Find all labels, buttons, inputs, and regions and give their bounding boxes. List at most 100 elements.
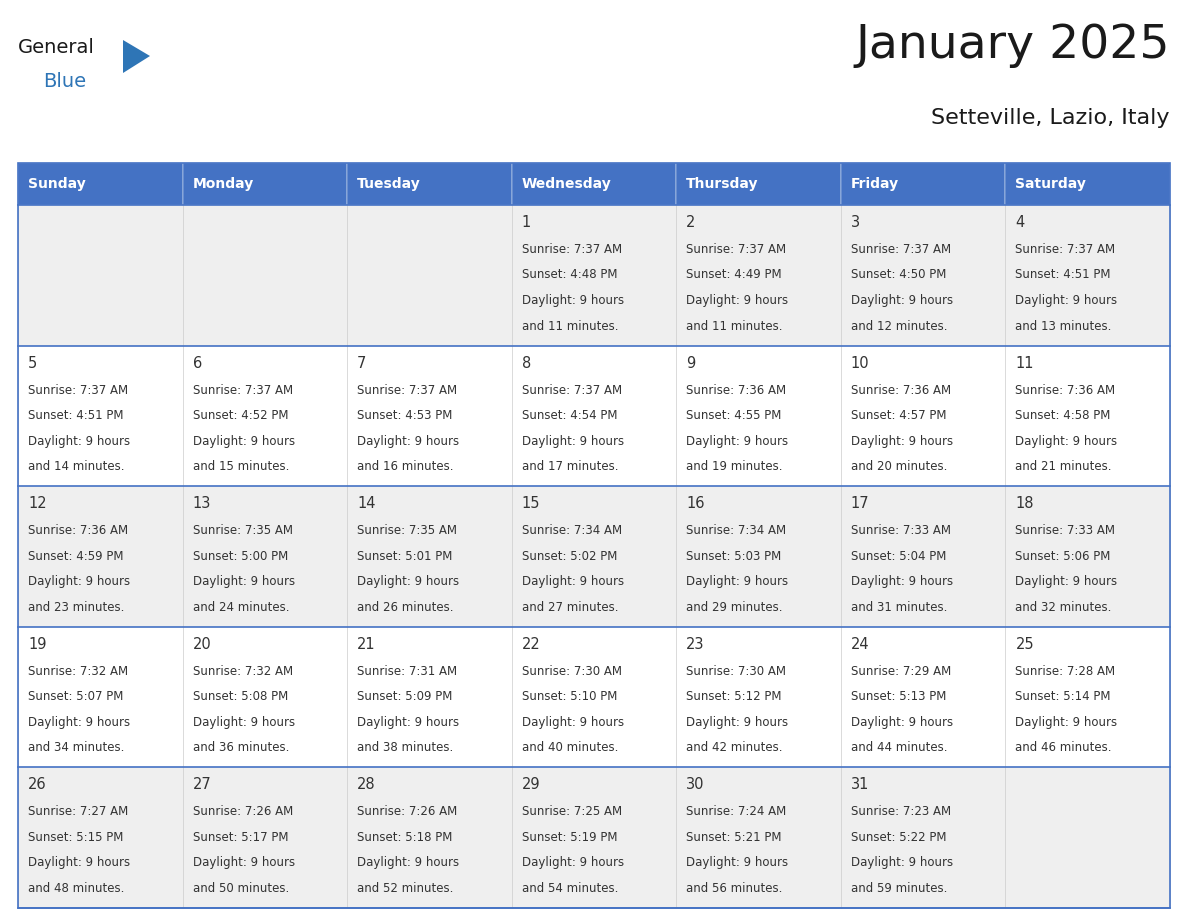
Bar	[183, 345, 347, 487]
Bar	[841, 627, 1005, 767]
Text: Sunset: 5:06 PM: Sunset: 5:06 PM	[1016, 550, 1111, 563]
Text: 7: 7	[358, 355, 367, 371]
Text: and 12 minutes.: and 12 minutes.	[851, 319, 947, 332]
Bar	[18, 163, 1170, 908]
Text: 16: 16	[687, 497, 704, 511]
Text: Sunrise: 7:35 AM: Sunrise: 7:35 AM	[358, 524, 457, 537]
Text: 19: 19	[29, 637, 46, 652]
Polygon shape	[124, 40, 150, 73]
Text: Sunday: Sunday	[29, 177, 86, 191]
Bar	[841, 163, 1005, 205]
Text: and 19 minutes.: and 19 minutes.	[687, 460, 783, 473]
Text: 29: 29	[522, 778, 541, 792]
Text: Daylight: 9 hours: Daylight: 9 hours	[687, 294, 789, 307]
Bar	[512, 767, 676, 908]
Text: Sunrise: 7:29 AM: Sunrise: 7:29 AM	[851, 665, 952, 677]
Text: 10: 10	[851, 355, 870, 371]
Bar	[183, 205, 347, 345]
Text: and 38 minutes.: and 38 minutes.	[358, 742, 454, 755]
Text: and 50 minutes.: and 50 minutes.	[192, 882, 289, 895]
Bar	[183, 163, 347, 205]
Text: Daylight: 9 hours: Daylight: 9 hours	[192, 716, 295, 729]
Bar	[1005, 767, 1170, 908]
Text: Daylight: 9 hours: Daylight: 9 hours	[192, 434, 295, 448]
Text: 27: 27	[192, 778, 211, 792]
Bar	[18, 345, 183, 487]
Text: Sunrise: 7:33 AM: Sunrise: 7:33 AM	[1016, 524, 1116, 537]
Bar	[1005, 487, 1170, 627]
Text: and 59 minutes.: and 59 minutes.	[851, 882, 947, 895]
Text: Sunrise: 7:31 AM: Sunrise: 7:31 AM	[358, 665, 457, 677]
Bar	[512, 487, 676, 627]
Text: Sunset: 5:02 PM: Sunset: 5:02 PM	[522, 550, 617, 563]
Text: Sunset: 4:51 PM: Sunset: 4:51 PM	[29, 409, 124, 422]
Text: Sunset: 4:58 PM: Sunset: 4:58 PM	[1016, 409, 1111, 422]
Text: Sunset: 5:13 PM: Sunset: 5:13 PM	[851, 690, 946, 703]
Bar	[347, 345, 512, 487]
Text: Sunrise: 7:37 AM: Sunrise: 7:37 AM	[192, 384, 292, 397]
Text: Daylight: 9 hours: Daylight: 9 hours	[522, 856, 624, 869]
Text: and 32 minutes.: and 32 minutes.	[1016, 600, 1112, 614]
Text: 28: 28	[358, 778, 375, 792]
Text: Sunset: 4:57 PM: Sunset: 4:57 PM	[851, 409, 947, 422]
Text: Sunrise: 7:37 AM: Sunrise: 7:37 AM	[851, 243, 950, 256]
Text: 4: 4	[1016, 215, 1025, 230]
Text: and 29 minutes.: and 29 minutes.	[687, 600, 783, 614]
Text: Sunset: 4:53 PM: Sunset: 4:53 PM	[358, 409, 453, 422]
Text: 11: 11	[1016, 355, 1034, 371]
Bar	[18, 205, 183, 345]
Text: and 15 minutes.: and 15 minutes.	[192, 460, 289, 473]
Text: and 40 minutes.: and 40 minutes.	[522, 742, 618, 755]
Text: 8: 8	[522, 355, 531, 371]
Text: Sunset: 5:22 PM: Sunset: 5:22 PM	[851, 831, 947, 844]
Bar	[512, 205, 676, 345]
Text: Sunrise: 7:37 AM: Sunrise: 7:37 AM	[687, 243, 786, 256]
Bar	[183, 627, 347, 767]
Text: and 27 minutes.: and 27 minutes.	[522, 600, 618, 614]
Text: Sunrise: 7:30 AM: Sunrise: 7:30 AM	[522, 665, 621, 677]
Text: and 26 minutes.: and 26 minutes.	[358, 600, 454, 614]
Bar	[676, 345, 841, 487]
Text: 31: 31	[851, 778, 870, 792]
Text: Daylight: 9 hours: Daylight: 9 hours	[1016, 576, 1118, 588]
Bar	[676, 627, 841, 767]
Bar	[676, 767, 841, 908]
Text: Daylight: 9 hours: Daylight: 9 hours	[192, 856, 295, 869]
Bar	[512, 627, 676, 767]
Bar	[347, 487, 512, 627]
Text: Daylight: 9 hours: Daylight: 9 hours	[29, 856, 131, 869]
Text: Daylight: 9 hours: Daylight: 9 hours	[851, 294, 953, 307]
Text: Daylight: 9 hours: Daylight: 9 hours	[358, 434, 460, 448]
Bar	[841, 767, 1005, 908]
Text: Friday: Friday	[851, 177, 899, 191]
Text: 9: 9	[687, 355, 695, 371]
Text: Sunset: 5:07 PM: Sunset: 5:07 PM	[29, 690, 124, 703]
Bar	[512, 345, 676, 487]
Text: Sunrise: 7:37 AM: Sunrise: 7:37 AM	[522, 243, 621, 256]
Bar	[347, 205, 512, 345]
Text: and 44 minutes.: and 44 minutes.	[851, 742, 947, 755]
Text: Daylight: 9 hours: Daylight: 9 hours	[29, 716, 131, 729]
Text: and 46 minutes.: and 46 minutes.	[1016, 742, 1112, 755]
Text: Daylight: 9 hours: Daylight: 9 hours	[851, 716, 953, 729]
Text: Sunset: 4:54 PM: Sunset: 4:54 PM	[522, 409, 618, 422]
Text: Daylight: 9 hours: Daylight: 9 hours	[358, 716, 460, 729]
Text: 6: 6	[192, 355, 202, 371]
Text: 17: 17	[851, 497, 870, 511]
Text: Sunrise: 7:27 AM: Sunrise: 7:27 AM	[29, 805, 128, 819]
Bar	[676, 205, 841, 345]
Text: and 48 minutes.: and 48 minutes.	[29, 882, 125, 895]
Text: and 36 minutes.: and 36 minutes.	[192, 742, 289, 755]
Text: Sunset: 5:04 PM: Sunset: 5:04 PM	[851, 550, 946, 563]
Text: Wednesday: Wednesday	[522, 177, 612, 191]
Text: Sunset: 5:03 PM: Sunset: 5:03 PM	[687, 550, 782, 563]
Text: Daylight: 9 hours: Daylight: 9 hours	[1016, 434, 1118, 448]
Text: Daylight: 9 hours: Daylight: 9 hours	[851, 576, 953, 588]
Text: Daylight: 9 hours: Daylight: 9 hours	[29, 576, 131, 588]
Text: 14: 14	[358, 497, 375, 511]
Bar	[1005, 345, 1170, 487]
Text: Sunset: 5:08 PM: Sunset: 5:08 PM	[192, 690, 287, 703]
Text: 18: 18	[1016, 497, 1034, 511]
Text: January 2025: January 2025	[855, 23, 1170, 68]
Text: and 16 minutes.: and 16 minutes.	[358, 460, 454, 473]
